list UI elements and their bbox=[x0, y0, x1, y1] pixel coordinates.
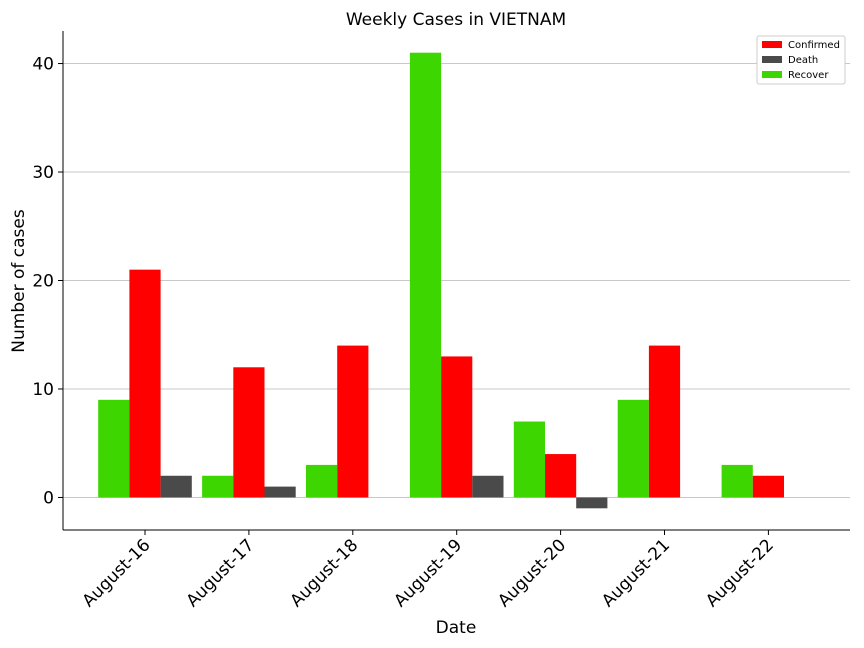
bar-confirmed-august-22 bbox=[752, 475, 784, 498]
legend-swatch-confirmed bbox=[762, 41, 782, 48]
x-ticks: August-16 August-17 August-18 August-19 Augu… bbox=[79, 530, 778, 611]
bar-recover-august-22 bbox=[721, 464, 753, 498]
bar-confirmed-august-16 bbox=[129, 269, 161, 498]
bar-death-august-16 bbox=[160, 475, 192, 498]
bar-recover-august-18 bbox=[306, 464, 338, 498]
x-tick-label: August-18 bbox=[286, 535, 362, 611]
bar-death-august-19 bbox=[472, 475, 504, 498]
y-tick-label: 40 bbox=[32, 55, 54, 75]
bar-confirmed-august-20 bbox=[545, 454, 577, 498]
x-tick-label: August-19 bbox=[390, 535, 466, 611]
legend: Confirmed Death Recover bbox=[756, 35, 846, 85]
bar-recover-august-19 bbox=[409, 52, 442, 498]
bar-death-august-17 bbox=[264, 486, 296, 498]
legend-swatch-recover bbox=[762, 71, 782, 78]
y-axis-label: Number of cases bbox=[9, 209, 29, 353]
bar-recover-august-17 bbox=[202, 475, 234, 498]
legend-label-confirmed: Confirmed bbox=[788, 40, 840, 51]
x-axis-label: Date bbox=[436, 618, 477, 638]
grid-lines bbox=[63, 63, 850, 498]
x-tick-label: August-21 bbox=[598, 535, 674, 611]
y-ticks: 0 10 20 30 40 bbox=[32, 55, 63, 508]
bar-confirmed-august-19 bbox=[441, 356, 473, 498]
bar-recover-august-21 bbox=[617, 399, 649, 498]
bar-confirmed-august-21 bbox=[648, 345, 681, 498]
x-tick-label: August-17 bbox=[183, 535, 259, 611]
legend-label-recover: Recover bbox=[788, 70, 829, 81]
y-tick-label: 10 bbox=[32, 380, 54, 400]
bar-confirmed-august-18 bbox=[337, 345, 369, 498]
bars bbox=[98, 52, 784, 509]
x-tick-label: August-22 bbox=[702, 535, 778, 611]
y-tick-label: 20 bbox=[32, 272, 54, 292]
y-tick-label: 0 bbox=[43, 488, 54, 508]
chart-title: Weekly Cases in VIETNAM bbox=[346, 10, 566, 30]
bar-death-august-20 bbox=[576, 497, 608, 509]
x-tick-label: August-16 bbox=[79, 535, 155, 611]
legend-label-death: Death bbox=[788, 55, 818, 66]
bar-recover-august-20 bbox=[513, 421, 545, 498]
x-tick-label: August-20 bbox=[494, 535, 570, 611]
y-tick-label: 30 bbox=[32, 163, 54, 183]
bar-confirmed-august-17 bbox=[233, 367, 265, 498]
bar-recover-august-16 bbox=[98, 399, 130, 498]
legend-swatch-death bbox=[762, 56, 782, 63]
